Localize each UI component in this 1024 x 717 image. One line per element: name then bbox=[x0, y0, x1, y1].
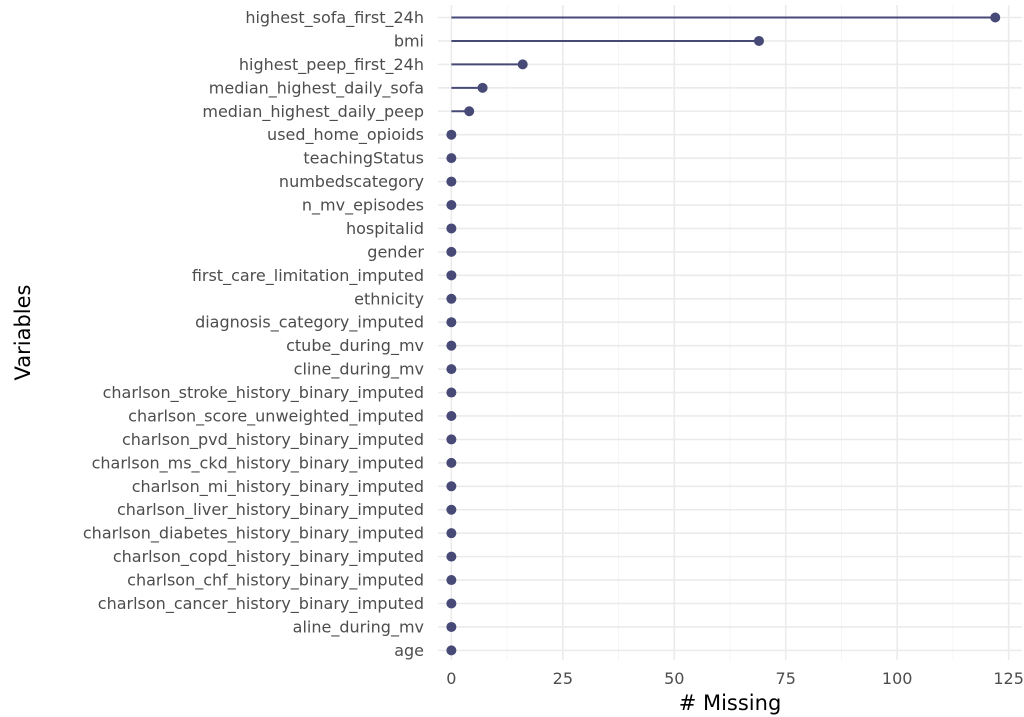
lollipop-point bbox=[446, 410, 457, 421]
y-tick-label: hospitalid bbox=[346, 219, 424, 238]
y-tick-label: ethnicity bbox=[354, 289, 424, 308]
x-tick-label: 25 bbox=[553, 669, 573, 688]
x-tick-label: 100 bbox=[882, 669, 913, 688]
y-tick-label: median_highest_daily_peep bbox=[202, 102, 424, 122]
lollipop-point bbox=[446, 364, 457, 375]
y-tick-label: aline_during_mv bbox=[293, 617, 424, 637]
x-axis-title: # Missing bbox=[679, 691, 782, 715]
y-tick-label: teachingStatus bbox=[303, 149, 424, 168]
lollipop-point bbox=[446, 293, 457, 304]
y-tick-label: charlson_liver_history_binary_imputed bbox=[117, 500, 424, 520]
y-tick-label: charlson_mi_history_binary_imputed bbox=[132, 477, 424, 497]
y-tick-label: charlson_pvd_history_binary_imputed bbox=[122, 430, 424, 450]
y-tick-label: ctube_during_mv bbox=[286, 336, 424, 356]
y-tick-label: cline_during_mv bbox=[294, 360, 424, 380]
lollipop-point bbox=[446, 434, 457, 445]
y-tick-label: charlson_copd_history_binary_imputed bbox=[113, 547, 424, 567]
y-axis-title: Variables bbox=[11, 285, 35, 381]
lollipop-point bbox=[446, 340, 457, 351]
x-tick-label: 50 bbox=[664, 669, 684, 688]
lollipop-point bbox=[446, 575, 457, 586]
lollipop-point bbox=[446, 317, 457, 328]
y-tick-label: charlson_cancer_history_binary_imputed bbox=[98, 594, 424, 614]
lollipop-point bbox=[446, 457, 457, 468]
y-tick-label: used_home_opioids bbox=[267, 125, 424, 145]
lollipop-point bbox=[446, 246, 457, 257]
lollipop-point bbox=[446, 645, 457, 656]
y-tick-label: first_care_limitation_imputed bbox=[192, 266, 424, 286]
lollipop-point bbox=[446, 153, 457, 164]
y-tick-label: highest_sofa_first_24h bbox=[245, 8, 424, 28]
x-tick-label: 125 bbox=[993, 669, 1024, 688]
y-tick-label: median_highest_daily_sofa bbox=[209, 78, 424, 98]
y-tick-label: bmi bbox=[394, 31, 424, 50]
lollipop-point bbox=[990, 12, 1001, 23]
y-tick-label: diagnosis_category_imputed bbox=[195, 313, 424, 333]
lollipop-point bbox=[753, 35, 764, 46]
lollipop-point bbox=[446, 504, 457, 515]
y-tick-label: charlson_diabetes_history_binary_imputed bbox=[83, 524, 424, 544]
lollipop-point bbox=[446, 129, 457, 140]
lollipop-point bbox=[446, 621, 457, 632]
lollipop-point bbox=[446, 200, 457, 211]
lollipop-point bbox=[446, 270, 457, 281]
y-tick-label: age bbox=[394, 641, 424, 660]
lollipop-point bbox=[446, 387, 457, 398]
lollipop-point bbox=[477, 82, 488, 93]
y-tick-label: charlson_ms_ckd_history_binary_imputed bbox=[92, 453, 424, 473]
chart-marks bbox=[446, 12, 1001, 656]
y-tick-label: n_mv_episodes bbox=[302, 196, 424, 216]
lollipop-point bbox=[464, 106, 475, 117]
x-tick-labels: 0 25 50 75 100 125 bbox=[446, 669, 1024, 688]
lollipop-point bbox=[517, 59, 528, 70]
y-tick-label: charlson_stroke_history_binary_imputed bbox=[103, 383, 424, 403]
y-tick-label: charlson_chf_history_binary_imputed bbox=[127, 571, 424, 591]
lollipop-point bbox=[446, 528, 457, 539]
lollipop-point bbox=[446, 598, 457, 609]
lollipop-point bbox=[446, 176, 457, 187]
y-tick-label: numbedscategory bbox=[279, 172, 424, 191]
lollipop-point bbox=[446, 551, 457, 562]
y-tick-label: gender bbox=[367, 242, 424, 261]
x-tick-label: 75 bbox=[776, 669, 796, 688]
lollipop-point bbox=[446, 481, 457, 492]
grid-lines bbox=[438, 5, 1022, 660]
y-tick-label: charlson_score_unweighted_imputed bbox=[128, 406, 424, 426]
lollipop-point bbox=[446, 223, 457, 234]
y-tick-label: highest_peep_first_24h bbox=[239, 55, 424, 75]
x-tick-label: 0 bbox=[446, 669, 456, 688]
